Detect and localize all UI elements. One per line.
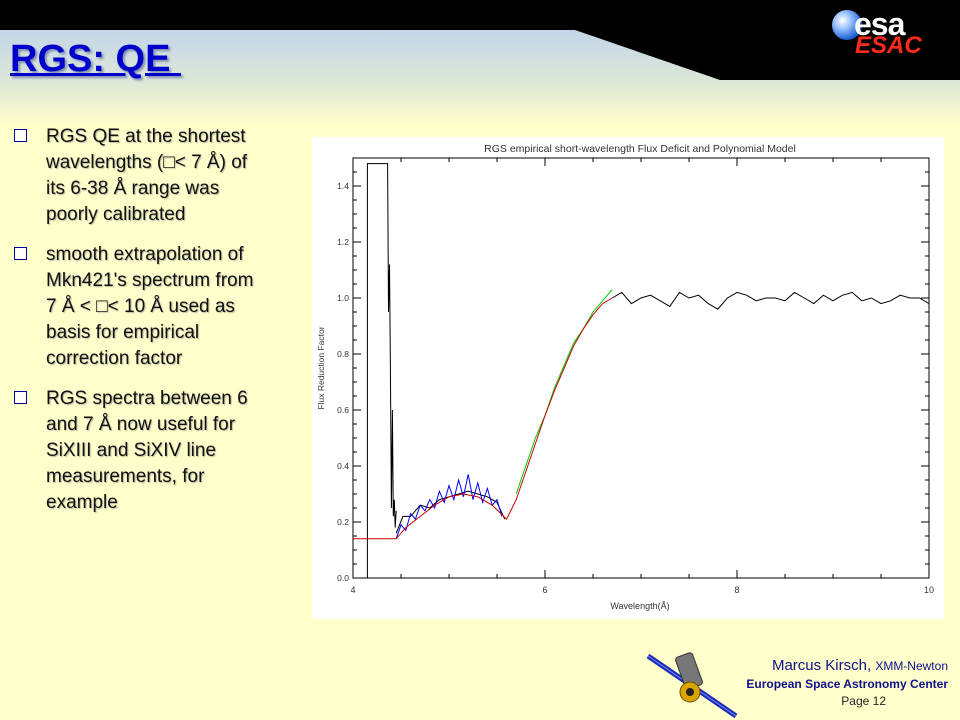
logo-esac-text: ESAC [855, 32, 922, 59]
bullet-text-line: and 7 Å now useful for [46, 414, 236, 435]
xmm-newton-satellite-icon [646, 652, 738, 719]
y-tick-label: 0.8 [337, 349, 349, 359]
flux-deficit-chart: RGS empirical short-wavelength Flux Defi… [316, 143, 934, 611]
footer: Marcus Kirsch, XMM-Newton European Space… [746, 657, 948, 708]
x-tick-label: 4 [350, 585, 355, 595]
x-tick-label: 6 [542, 585, 547, 595]
series-line-measured-low [395, 490, 506, 534]
institution-name: European Space Astronomy Center [746, 677, 948, 691]
bullet-text-line: example [46, 492, 118, 513]
author-name: Marcus Kirsch, [771, 657, 872, 674]
bullet-text-line: wavelengths (□< 7 Å) of [46, 152, 248, 173]
y-tick-label: 0.2 [337, 517, 349, 527]
bullet-square-icon [14, 391, 27, 404]
plot-frame [352, 157, 930, 579]
x-tick-label: 10 [924, 585, 934, 595]
bullet-text-line: correction factor [46, 348, 183, 369]
esa-esac-logo: esa ESAC [828, 4, 958, 60]
author-org: XMM-Newton [875, 659, 948, 673]
y-tick-label: 0.0 [337, 573, 349, 583]
y-axis-label: Flux Reduction Factor [316, 326, 326, 409]
bullet-list: RGS QE at the shortest wavelengths (□< 7 … [12, 124, 297, 530]
series-line-deficit-green [515, 289, 613, 495]
page-title: RGS: QE [10, 38, 182, 80]
globe-icon [832, 10, 862, 40]
series-line-measured-high [611, 291, 930, 310]
series-line-deficit-blue [395, 474, 503, 539]
bullet-text-line: RGS spectra between 6 [46, 388, 248, 409]
bullet-text-line: measurements, for [46, 466, 205, 487]
chart-title: RGS empirical short-wavelength Flux Defi… [484, 143, 796, 155]
y-tick-label: 0.6 [337, 405, 349, 415]
bullet-item: RGS spectra between 6 and 7 Å now useful … [12, 386, 297, 516]
logo-esa-text: esa [854, 6, 905, 42]
y-tick-label: 0.4 [337, 461, 349, 471]
chart-series [353, 163, 930, 578]
series-line-polynomial-model [353, 297, 613, 540]
bullet-item: smooth extrapolation of Mkn421's spectrum… [12, 242, 297, 372]
bullet-square-icon [14, 129, 27, 142]
bullet-text-line: smooth extrapolation of [46, 244, 244, 265]
x-tick-label: 8 [734, 585, 739, 595]
series-line-measured-spike [366, 163, 397, 578]
footer-author-line: Marcus Kirsch, XMM-Newton [746, 657, 948, 674]
bullet-text-line: Mkn421's spectrum from [46, 270, 254, 291]
bullet-text-line: RGS QE at the shortest [46, 126, 246, 147]
bullet-item: RGS QE at the shortest wavelengths (□< 7 … [12, 124, 297, 228]
bullet-square-icon [14, 247, 27, 260]
y-tick-label: 1.2 [337, 237, 349, 247]
bullet-text-line: 7 Å < □< 10 Å used as [46, 296, 235, 317]
x-axis-label: Wavelength(Å) [610, 601, 669, 611]
y-tick-label: 1.4 [337, 181, 349, 191]
bullet-text-line: poorly calibrated [46, 204, 186, 225]
y-tick-label: 1.0 [337, 293, 349, 303]
page-number: Page 12 [841, 694, 886, 708]
chart-panel: RGS empirical short-wavelength Flux Defi… [312, 137, 944, 619]
bullet-text-line: basis for empirical [46, 322, 200, 343]
bullet-text-line: SiXIII and SiXIV line [46, 440, 217, 461]
bullet-text-line: its 6-38 Å range was [46, 178, 220, 199]
axis-ticks: 4 6 8 10 0.0 0.2 0.4 0.6 0.8 1.0 1.2 1.4 [337, 157, 934, 595]
